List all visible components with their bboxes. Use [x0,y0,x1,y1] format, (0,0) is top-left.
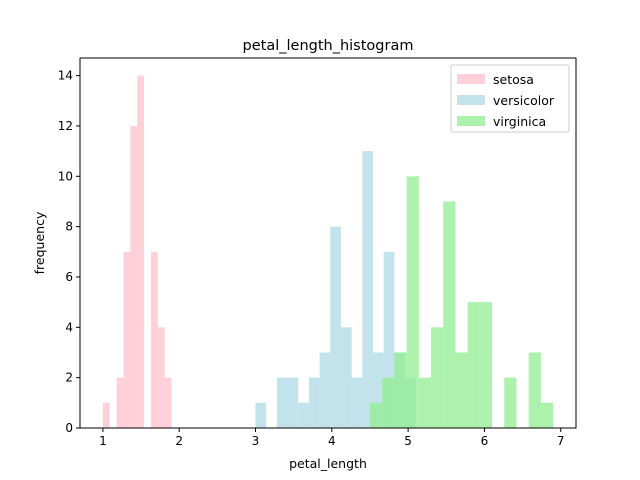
bar-virginica-13 [528,352,541,428]
bar-versicolor-3 [287,377,299,428]
legend: setosa versicolor virginica [450,64,570,133]
chart-title: petal_length_histogram [243,38,414,54]
bar-setosa-5 [137,75,145,429]
bar-versicolor-10 [362,151,374,428]
x-axis-ticks: 1 2 3 4 5 6 7 [99,428,565,448]
bar-virginica-1 [382,377,395,428]
y-tick-label: 14 [58,69,73,83]
bar-versicolor-7 [330,226,341,428]
y-axis-ticks: 0 2 4 6 8 10 12 14 [58,69,80,435]
y-tick-label: 8 [65,220,73,234]
bar-versicolor-6 [319,352,331,428]
x-tick-label: 7 [557,434,565,448]
legend-swatch-setosa [457,74,485,84]
y-tick-label: 0 [65,421,73,435]
legend-label-versicolor: versicolor [493,93,555,108]
bar-versicolor-0 [255,402,267,428]
legend-label-setosa: setosa [493,72,534,87]
y-tick-label: 4 [65,320,73,334]
bar-virginica-2 [394,352,407,428]
bar-virginica-6 [443,201,456,428]
bar-versicolor-8 [340,327,352,428]
legend-swatch-virginica [457,116,485,126]
bar-setosa-9 [164,377,172,428]
x-tick-label: 6 [481,434,489,448]
bar-setosa-7 [150,251,158,428]
bar-versicolor-4 [298,402,309,428]
bar-virginica-9 [479,302,493,428]
bar-virginica-7 [455,352,468,428]
bar-versicolor-5 [308,377,320,428]
legend-label-virginica: virginica [493,114,546,129]
bar-versicolor-9 [351,377,363,428]
x-tick-label: 3 [252,434,260,448]
bar-versicolor-11 [373,352,384,428]
y-tick-label: 12 [58,119,73,133]
x-tick-label: 5 [404,434,412,448]
bar-versicolor-2 [276,377,288,428]
bar-setosa-3 [123,251,131,428]
bars-layer [102,75,554,429]
x-tick-label: 1 [99,434,107,448]
bar-virginica-3 [406,176,419,428]
bar-virginica-4 [418,377,432,428]
bar-virginica-5 [431,327,444,428]
legend-swatch-versicolor [457,95,485,105]
y-tick-label: 2 [65,371,73,385]
y-axis-label: frequency [32,211,47,274]
bar-setosa-0 [102,402,110,428]
plot-frame [79,57,577,429]
bar-virginica-14 [540,402,554,428]
bar-setosa-2 [116,377,124,428]
bar-virginica-0 [369,402,383,428]
y-tick-label: 6 [65,270,73,284]
bar-setosa-8 [157,327,165,428]
x-tick-label: 2 [175,434,183,448]
bar-versicolor-12 [383,251,395,428]
bar-virginica-11 [504,377,517,428]
x-tick-label: 4 [328,434,336,448]
x-axis-label: petal_length [289,456,367,471]
bar-virginica-8 [467,302,480,428]
bar-setosa-4 [130,125,138,429]
y-tick-label: 10 [58,169,73,183]
